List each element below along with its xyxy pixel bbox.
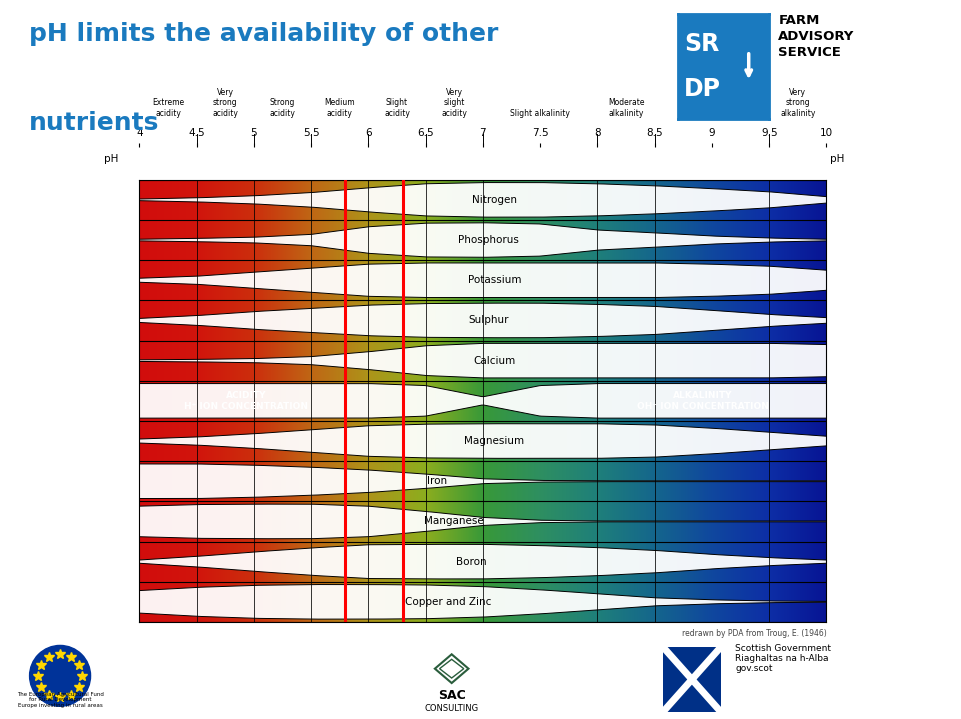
Text: SR: SR [684, 32, 720, 55]
Text: CONSULTING: CONSULTING [425, 704, 479, 713]
Polygon shape [139, 544, 826, 579]
Text: pH limits the availability of other: pH limits the availability of other [29, 22, 498, 45]
Text: Magnesium: Magnesium [464, 436, 525, 446]
Text: FARM
ADVISORY
SERVICE: FARM ADVISORY SERVICE [778, 14, 854, 60]
Circle shape [30, 646, 90, 706]
Text: Moderate
alkalinity: Moderate alkalinity [607, 99, 644, 118]
Text: Very
strong
alkalinity: Very strong alkalinity [780, 88, 816, 118]
Text: ACIDITY
H⁺ ION CONCENTRATION: ACIDITY H⁺ ION CONCENTRATION [184, 391, 308, 411]
Text: Nitrogen: Nitrogen [472, 195, 517, 205]
Text: Extreme
acidity: Extreme acidity [152, 99, 185, 118]
Text: Boron: Boron [456, 557, 487, 567]
Text: Very
slight
acidity: Very slight acidity [441, 88, 467, 118]
Text: pH: pH [104, 154, 118, 164]
Text: redrawn by PDA from Troug, E. (1946): redrawn by PDA from Troug, E. (1946) [681, 629, 826, 638]
Polygon shape [139, 344, 826, 378]
Text: Slight
acidity: Slight acidity [384, 99, 410, 118]
Text: Phosphorus: Phosphorus [458, 235, 519, 245]
Text: nutrients: nutrients [29, 111, 160, 135]
Polygon shape [139, 585, 826, 619]
Text: Manganese: Manganese [425, 516, 484, 526]
Polygon shape [139, 464, 826, 498]
Polygon shape [139, 183, 826, 217]
Text: Scottish Government
Riaghaltas na h-Alba
gov.scot: Scottish Government Riaghaltas na h-Alba… [735, 644, 831, 673]
Polygon shape [139, 263, 826, 298]
Text: Iron: Iron [427, 476, 447, 486]
Polygon shape [139, 303, 826, 338]
Text: ALKALINITY
OH⁻ ION CONCENTRATION: ALKALINITY OH⁻ ION CONCENTRATION [637, 391, 769, 411]
Text: SAC: SAC [438, 689, 465, 702]
Text: The European Agricultural Fund
for Rural Development
Europe investing in rural a: The European Agricultural Fund for Rural… [17, 692, 104, 708]
Text: pH: pH [830, 154, 845, 164]
Text: Strong
acidity: Strong acidity [269, 99, 295, 118]
Text: Calcium: Calcium [473, 356, 515, 366]
Text: Sulphur: Sulphur [468, 316, 509, 326]
Text: Potassium: Potassium [468, 275, 521, 285]
Polygon shape [139, 423, 826, 458]
Text: Copper and Zinc: Copper and Zinc [406, 597, 492, 607]
Text: Medium
acidity: Medium acidity [325, 99, 355, 118]
Text: DP: DP [683, 78, 721, 101]
Polygon shape [139, 504, 826, 539]
Text: Very
strong
acidity: Very strong acidity [212, 88, 238, 118]
Polygon shape [139, 223, 826, 257]
Text: Slight alkalinity: Slight alkalinity [510, 109, 570, 118]
Polygon shape [139, 383, 826, 418]
Text: Strong alkalinity: Strong alkalinity [680, 109, 744, 118]
